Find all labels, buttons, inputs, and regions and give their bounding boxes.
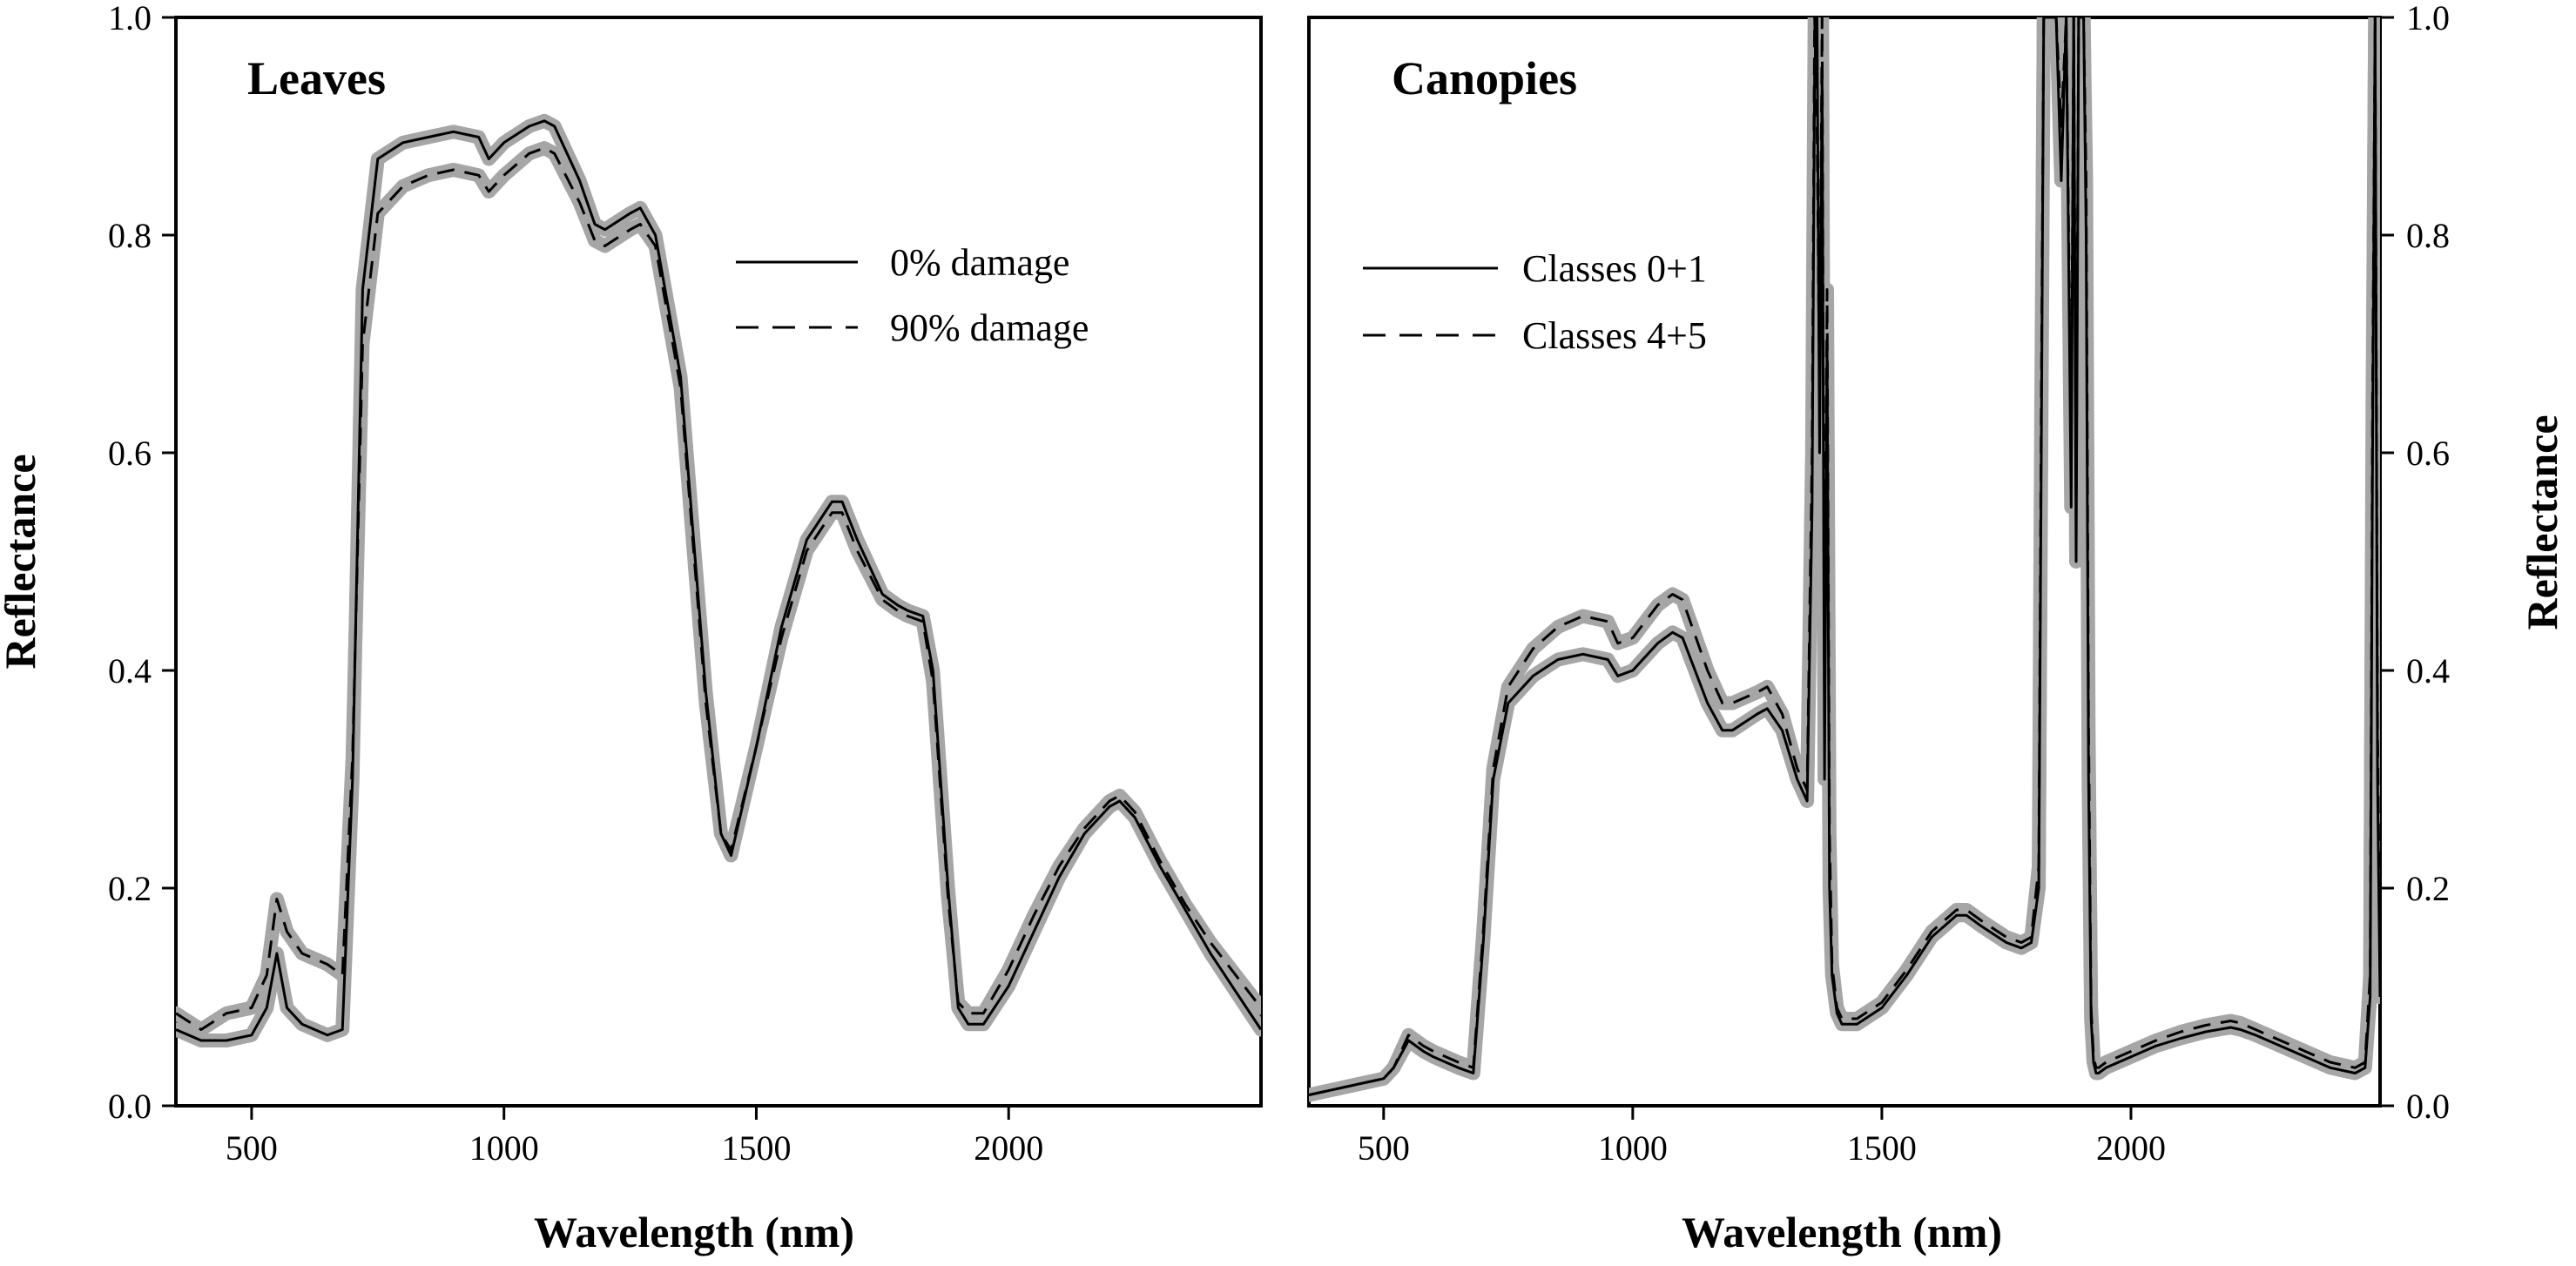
panel-title-leaves: Leaves [247,52,386,104]
y-tick-label: 1.0 [108,0,152,37]
panel-leaves: 500 1000 1500 2000 0.0 0.2 0.4 0.6 0.8 1.0 Leave… [0,0,1263,1256]
x-tick-label: 2000 [974,1128,1043,1168]
panel-title-canopies: Canopies [1392,52,1577,104]
series-line-90-damage [176,146,1261,1031]
x-tick-label: 1500 [1847,1128,1917,1168]
y-tick-label: 0.8 [108,216,152,255]
series-line-classes-4-5 [1309,17,2380,1096]
x-tick-label: 2000 [2096,1128,2166,1168]
series-band-classes-4-5 [1309,17,2380,1102]
series-band-90-damage [176,141,1261,1037]
legend-label-0-damage: 0% damage [890,241,1069,284]
y-tick-label: 1.0 [2406,0,2450,37]
panel-canopies: 500 1000 1500 2000 0.0 0.2 0.4 0.6 0.8 1.0 Canop… [1307,0,2566,1256]
x-tick-label: 500 [1358,1128,1410,1168]
legend-canopies: Classes 0+1 Classes 4+5 [1363,247,1707,357]
x-tick-label: 1500 [721,1128,791,1168]
y-ticks-leaves: 0.0 0.2 0.4 0.6 0.8 1.0 [108,0,176,1126]
series-band-0-damage [176,113,1261,1047]
y-axis-title-canopies: Reflectance [2518,414,2566,630]
legend-label-classes-4-5: Classes 4+5 [1522,314,1707,357]
x-axis-title-canopies: Wavelength (nm) [1682,1208,2002,1256]
y-tick-label: 0.0 [108,1087,152,1126]
x-tick-label: 1000 [1598,1128,1668,1168]
y-tick-label: 0.8 [2406,216,2450,255]
x-ticks-leaves: 500 1000 1500 2000 [226,1106,1043,1168]
series-band-classes-0-1 [1309,17,2380,1102]
x-tick-label: 1000 [469,1128,539,1168]
x-ticks-canopies: 500 1000 1500 2000 [1358,1106,2166,1168]
series-line-classes-0-1 [1309,17,2380,1096]
plot-frame-leaves [174,16,1263,1108]
y-tick-label: 0.2 [2406,869,2450,908]
x-axis-title-leaves: Wavelength (nm) [534,1208,854,1256]
y-ticks-canopies: 0.0 0.2 0.4 0.6 0.8 1.0 [2380,0,2450,1126]
legend-leaves: 0% damage 90% damage [736,241,1089,349]
x-tick-label: 500 [226,1128,278,1168]
y-tick-label: 0.0 [2406,1087,2450,1126]
y-axis-title-leaves: Reflectance [0,454,44,669]
legend-label-90-damage: 90% damage [890,306,1089,349]
series-line-0-damage [176,119,1261,1042]
y-tick-label: 0.6 [108,434,152,473]
y-tick-label: 0.4 [108,651,152,690]
plot-frame-canopies [1307,16,2382,1108]
series-layer-leaves [176,113,1261,1047]
y-tick-label: 0.2 [108,869,152,908]
y-tick-label: 0.6 [2406,434,2450,473]
legend-label-classes-0-1: Classes 0+1 [1522,247,1707,290]
y-tick-label: 0.4 [2406,651,2450,690]
series-layer-canopies [1309,17,2380,1102]
